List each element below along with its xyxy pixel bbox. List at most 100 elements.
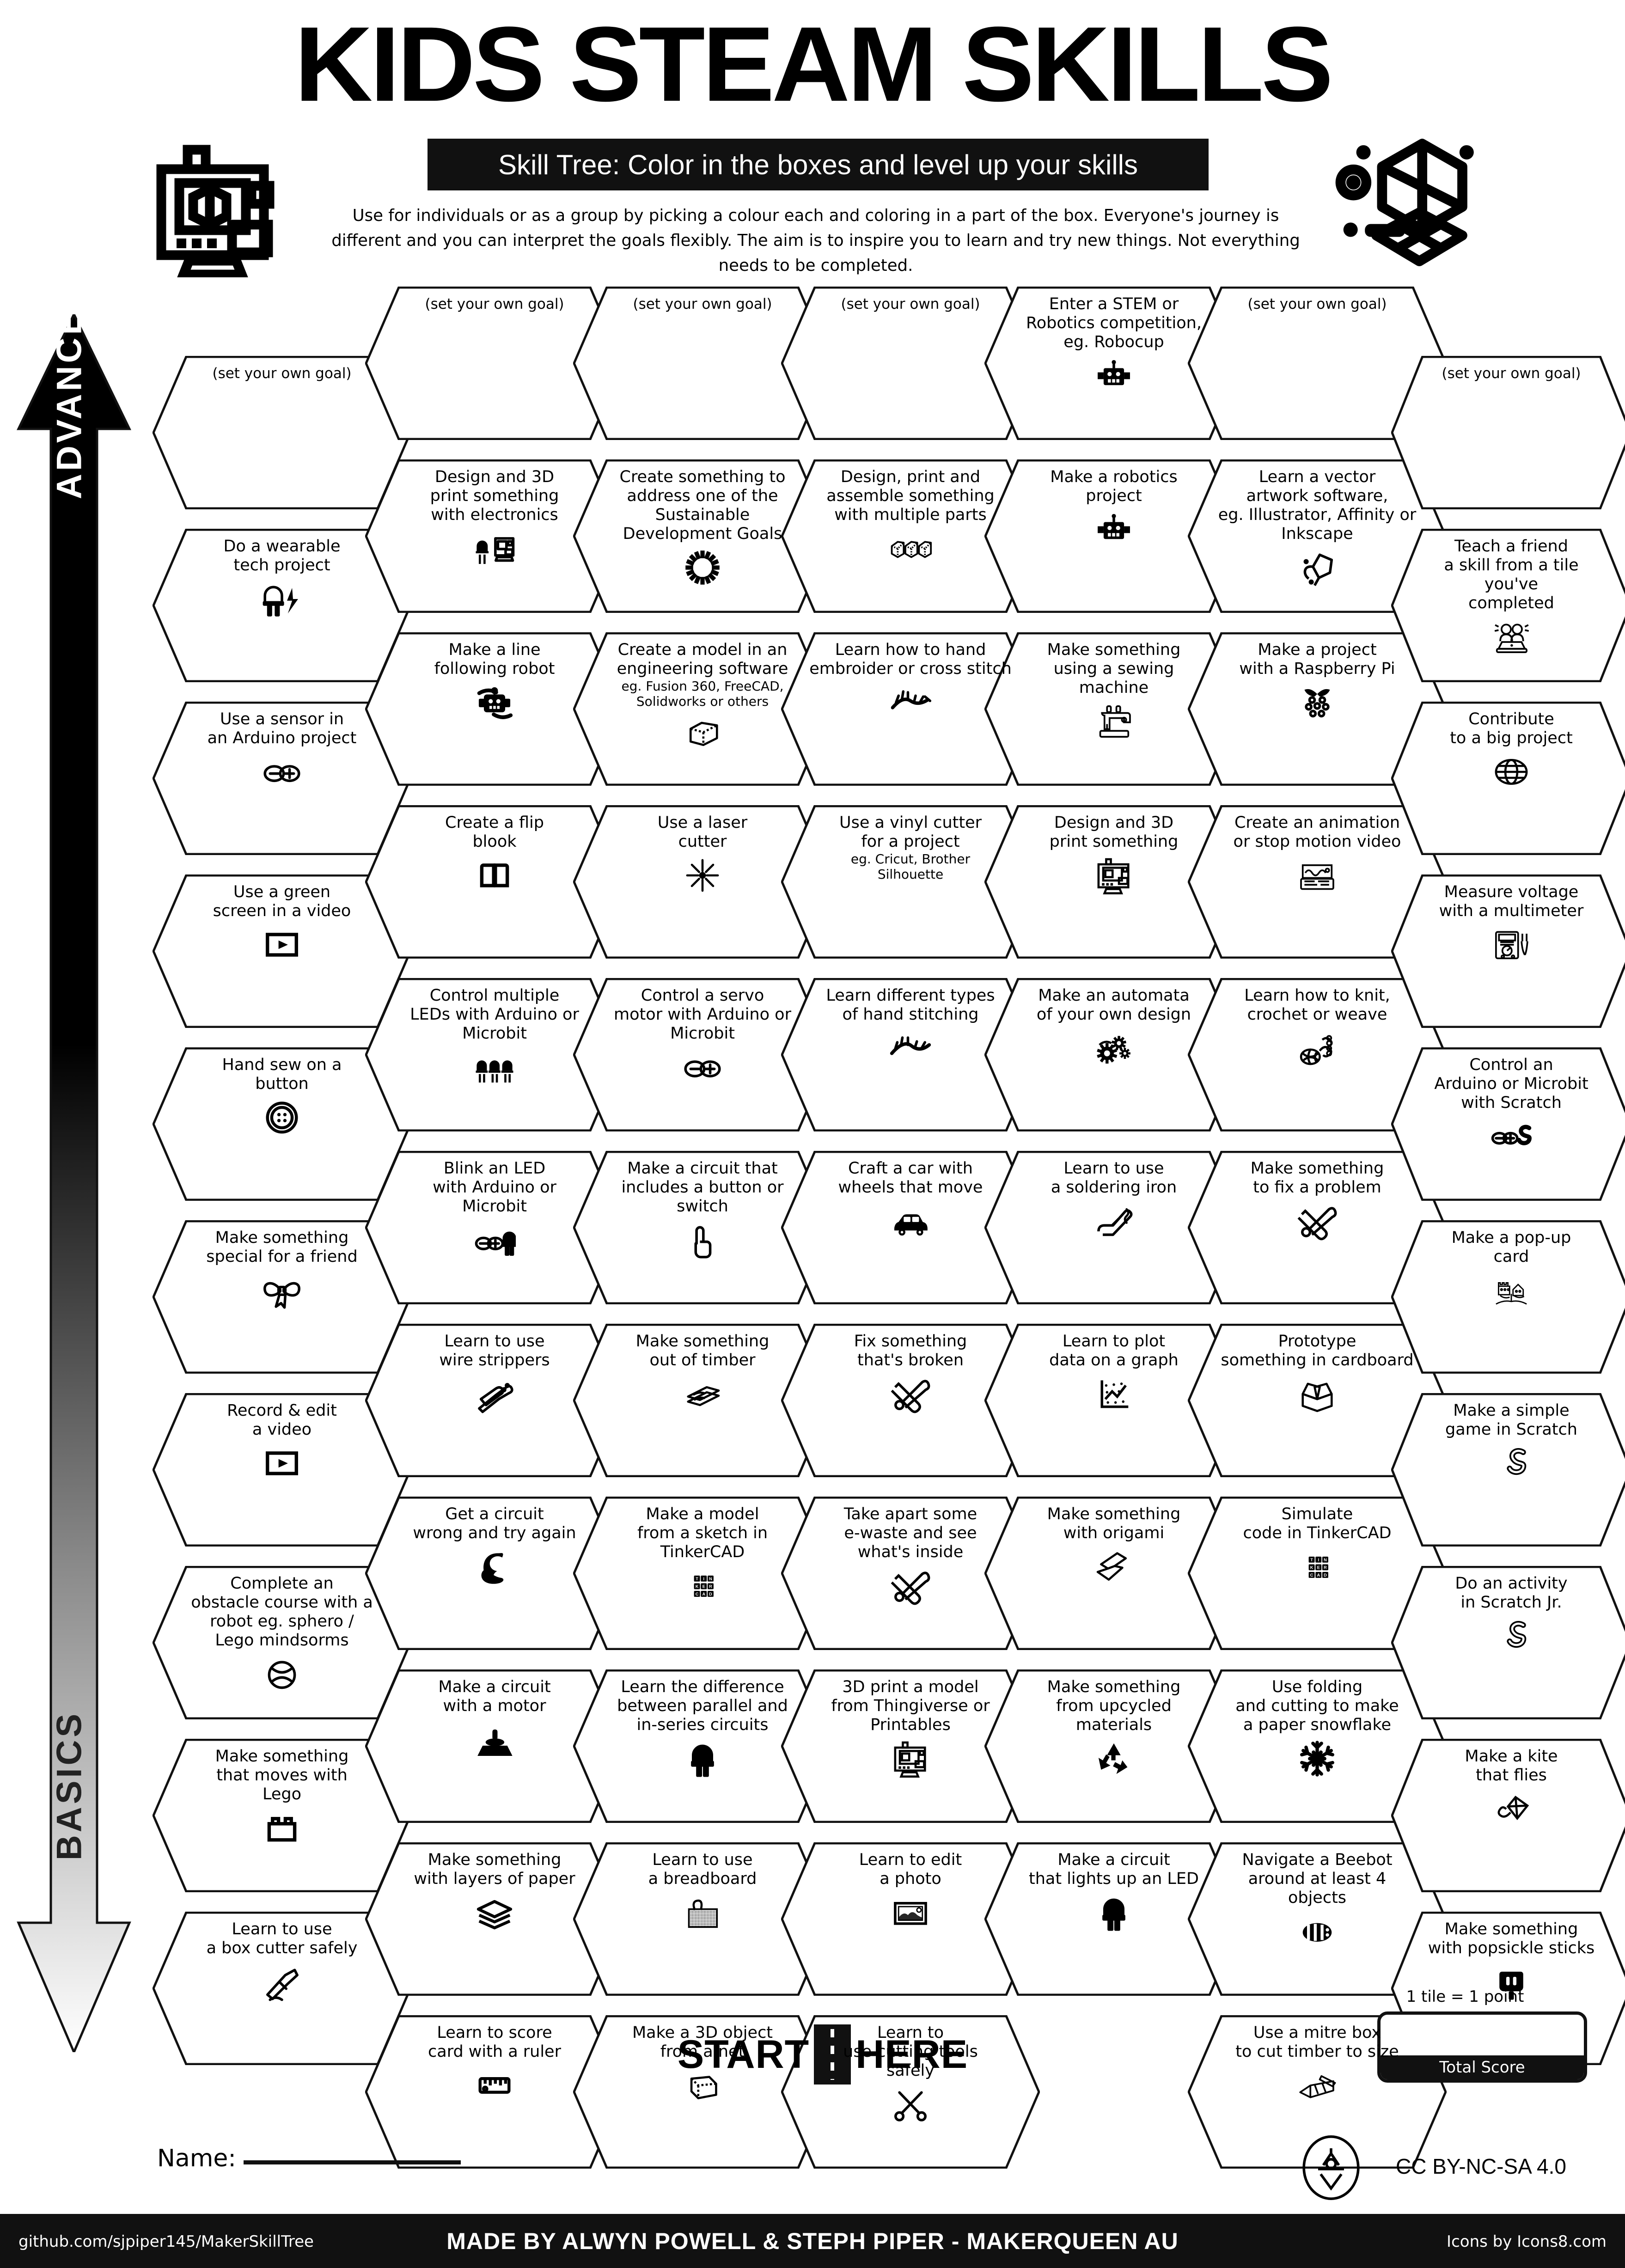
skill-tile[interactable]: Make something from upcycled materials: [984, 1669, 1243, 1823]
skill-tile[interactable]: Design and 3D print something: [984, 805, 1243, 959]
skill-tile[interactable]: Learn a vector artwork software, eg. Illus…: [1188, 459, 1447, 613]
skill-tile-title: Craft a car with wheels that move: [838, 1159, 983, 1197]
skill-tile[interactable]: Make something with origami: [984, 1497, 1243, 1650]
skill-tile[interactable]: Design, print and assemble something with …: [781, 459, 1040, 613]
skill-tile[interactable]: Learn to use wire strippers: [365, 1324, 624, 1477]
skill-tile[interactable]: Make something to fix a problem: [1188, 1151, 1447, 1304]
skill-tile[interactable]: Take apart some e-waste and see what's ins…: [781, 1497, 1040, 1650]
skill-tile[interactable]: Do a wearable tech project: [153, 529, 411, 682]
skill-tile[interactable]: Learn to score card with a ruler: [365, 2015, 624, 2169]
hex-outline: [781, 1497, 1040, 1650]
skill-tile[interactable]: Learn to use a soldering iron: [984, 1151, 1243, 1304]
skill-tile[interactable]: Learn to use cutting tools safely: [781, 2015, 1040, 2169]
skill-tile[interactable]: Make an automata of your own design: [984, 978, 1243, 1131]
skill-tile[interactable]: Make a model from a sketch in TinkerCAD T I N…: [573, 1497, 832, 1650]
skill-tile-title: Create something to address one of the Su…: [619, 468, 786, 543]
skill-tile[interactable]: Use a vinyl cutter for a project eg. Cricu…: [781, 805, 1040, 959]
skill-tile[interactable]: Make a kite that flies: [1391, 1739, 1625, 1892]
skill-tile[interactable]: Control a servo motor with Arduino or Micr…: [573, 978, 832, 1131]
name-field[interactable]: Name:: [157, 2145, 461, 2172]
skill-tile-title: Learn how to knit, crochet or weave: [1244, 986, 1390, 1024]
skill-tile[interactable]: Learn the difference between parallel and…: [573, 1669, 832, 1823]
skill-tile[interactable]: Enter a STEM or Robotics competition, eg. …: [984, 287, 1243, 440]
skill-tile[interactable]: Use folding and cutting to make a paper sn…: [1188, 1669, 1447, 1823]
skill-tile[interactable]: Make a circuit with a motor: [365, 1669, 624, 1823]
skill-tile[interactable]: Learn different types of hand stitching: [781, 978, 1040, 1131]
skill-tile[interactable]: Measure voltage with a multimeter: [1391, 874, 1625, 1028]
skill-tile[interactable]: Learn to use a breadboard: [573, 1842, 832, 1996]
skill-tile[interactable]: (set your own goal): [1391, 356, 1625, 509]
skill-tile[interactable]: Make a circuit that lights up an LED: [984, 1842, 1243, 1996]
footer-repo-link[interactable]: github.com/sjpiper145/MakerSkillTree: [18, 2232, 314, 2251]
skill-tile[interactable]: Create a flip blook: [365, 805, 624, 959]
skill-tile[interactable]: (set your own goal): [781, 287, 1040, 440]
svg-text:A: A: [702, 1592, 705, 1596]
skill-tile[interactable]: Learn to plot data on a graph: [984, 1324, 1243, 1477]
skill-tile[interactable]: Make something that moves with Lego: [153, 1739, 411, 1892]
svg-text:N: N: [709, 1577, 712, 1581]
skill-tile[interactable]: (set your own goal): [1188, 287, 1447, 440]
skill-tile[interactable]: Contribute to a big project: [1391, 702, 1625, 855]
skill-tile[interactable]: Make something out of timber: [573, 1324, 832, 1477]
hex-outline: [781, 287, 1040, 440]
skill-tile-title: Learn to edit a photo: [859, 1851, 962, 1888]
skill-tile[interactable]: Learn to use a box cutter safely: [153, 1912, 411, 2065]
sdg-wheel-icon: [685, 550, 720, 585]
ruler-icon: [478, 2077, 511, 2094]
skill-tile[interactable]: Make a line following robot: [365, 632, 624, 786]
skill-tile[interactable]: Control multiple LEDs with Arduino or Micr…: [365, 978, 624, 1131]
skill-tile[interactable]: Get a circuit wrong and try again: [365, 1497, 624, 1650]
skill-tile[interactable]: Make something using a sewing machine: [984, 632, 1243, 786]
skill-tile[interactable]: Make a 3D object from a net: [573, 2015, 832, 2169]
skill-tile[interactable]: (set your own goal): [153, 356, 411, 509]
skill-tile-title: Control a servo motor with Arduino or Micr…: [614, 986, 791, 1043]
skill-tile-title: Learn to use wire strippers: [439, 1332, 550, 1369]
skill-tile[interactable]: Teach a friend a skill from a tile you've…: [1391, 529, 1625, 682]
skill-tile[interactable]: Design and 3D print something with electro…: [365, 459, 624, 613]
facepalm-icon: [481, 1553, 504, 1584]
svg-text:E: E: [1317, 1565, 1320, 1570]
box-cutter-icon: [266, 1968, 299, 2001]
skill-tile[interactable]: Blink an LED with Arduino or Microbit: [365, 1151, 624, 1304]
skill-tile-title: Do a wearable tech project: [223, 537, 341, 575]
skill-tile-title: Measure voltage with a multimeter: [1439, 883, 1584, 920]
skill-tile[interactable]: Record & edit a video: [153, 1393, 411, 1547]
skill-tile[interactable]: Create an animation or stop motion video: [1188, 805, 1447, 959]
skill-tile[interactable]: Learn to edit a photo: [781, 1842, 1040, 1996]
skill-tile[interactable]: (set your own goal): [365, 287, 624, 440]
skill-tile[interactable]: Control an Arduino or Microbit with Scratc…: [1391, 1047, 1625, 1201]
skill-tile[interactable]: Make something with layers of paper: [365, 1842, 624, 1996]
skill-tile[interactable]: Use a mitre box to cut timber to size: [1188, 2015, 1447, 2169]
skill-tile[interactable]: Complete an obstacle course with a robot e…: [153, 1566, 411, 1719]
skill-tile[interactable]: (set your own goal): [573, 287, 832, 440]
svg-text:T: T: [696, 1577, 698, 1581]
name-rule[interactable]: [243, 2160, 461, 2164]
start-word: START: [677, 2032, 810, 2077]
skill-tile-title: Use a mitre box to cut timber to size: [1235, 2023, 1399, 2061]
skill-tile[interactable]: Create something to address one of the Su…: [573, 459, 832, 613]
total-score-box[interactable]: Total Score: [1377, 2011, 1587, 2083]
skill-tile[interactable]: Use a green screen in a video: [153, 874, 411, 1028]
skill-tile-title: (set your own goal): [1247, 296, 1387, 312]
skill-tile[interactable]: 3D print a model from Thingiverse or Print…: [781, 1669, 1040, 1823]
skill-tile[interactable]: Create a model in an engineering software…: [573, 632, 832, 786]
total-score-label: Total Score: [1381, 2055, 1584, 2079]
popsicle-icon: [1499, 1971, 1523, 2000]
road-icon: [814, 2024, 851, 2085]
skill-tile[interactable]: Make a pop-up card: [1391, 1220, 1625, 1374]
skill-tile[interactable]: Learn how to hand embroider or cross stit…: [781, 632, 1040, 786]
skill-tile-title: Make a pop-up card: [1451, 1229, 1571, 1266]
skill-tile[interactable]: Do an activity in Scratch Jr.: [1391, 1566, 1625, 1719]
footer-icons-credit[interactable]: Icons by Icons8.com: [1447, 2232, 1607, 2251]
skill-tile[interactable]: Make a simple game in Scratch: [1391, 1393, 1625, 1547]
svg-text:D: D: [709, 1592, 712, 1596]
skill-tile[interactable]: Fix something that's broken: [781, 1324, 1040, 1477]
soldering-iron-icon: [1097, 1208, 1133, 1236]
skill-tile[interactable]: Use a laser cutter: [573, 805, 832, 959]
skill-tile[interactable]: Craft a car with wheels that move: [781, 1151, 1040, 1304]
skill-tile-title: Learn to score card with a ruler: [428, 2023, 561, 2061]
skill-tile[interactable]: Navigate a Beebot around at least 4 object…: [1188, 1842, 1447, 1996]
skill-tile[interactable]: Make a circuit that includes a button or s…: [573, 1151, 832, 1304]
svg-text:D: D: [1324, 1573, 1327, 1577]
skill-tile[interactable]: Make a robotics project: [984, 459, 1243, 613]
